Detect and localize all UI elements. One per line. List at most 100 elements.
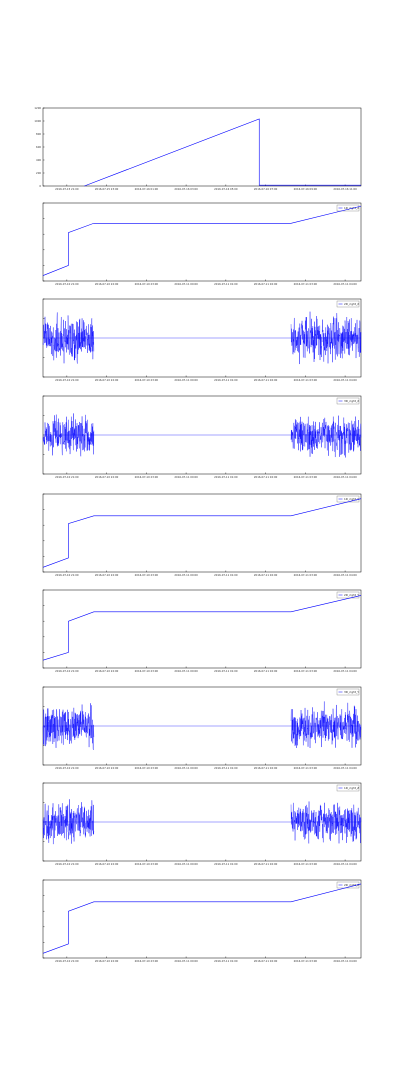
x-tick-label: 2016-07-16 03:00 — [174, 187, 198, 191]
y-tick-label: 1000 — [34, 119, 41, 123]
x-tick-label: 2016-07-11 03:00 — [294, 862, 318, 866]
legend: 1D_right_X — [336, 204, 360, 212]
legend: 1D_right_Z — [336, 784, 359, 792]
x-tick-label: 2016-07-16 11:00 — [333, 187, 357, 191]
x-tick-label: 2016-07-11 02:00 — [254, 959, 278, 963]
x-tick-label: 2016-07-10 22:00 — [95, 959, 119, 963]
x-tick-label: 2016-07-11 00:00 — [174, 959, 198, 963]
x-tick-label: 2016-07-15 21:00 — [55, 187, 79, 191]
legend-label: 3D_right_Y — [344, 690, 359, 694]
legend-label: 1D_right_Y — [344, 497, 359, 501]
series-line-1 — [42, 205, 362, 276]
x-tick-label: 2016-07-10 23:00 — [135, 282, 159, 286]
y-tick-label: 1200 — [34, 106, 41, 110]
x-tick-label: 2016-07-16 05:00 — [214, 187, 238, 191]
legend-box — [336, 397, 360, 405]
series-line-1 — [42, 701, 362, 750]
legend-label: 1D_right_X — [344, 206, 359, 210]
x-tick-label: 2016-07-10 21:00 — [55, 282, 79, 286]
chart-panel-2: 2016-07-10 21:00 2016-07-10 22:00 2016-07-… — [42, 202, 362, 286]
x-tick-label: 2016-07-10 23:00 — [135, 669, 159, 673]
legend: 2D_right_Y — [336, 591, 360, 599]
chart-panel-8: 2016-07-10 21:00 2016-07-10 22:00 2016-07-… — [42, 782, 362, 866]
x-tick-label: 2016-07-11 03:00 — [294, 475, 318, 479]
legend-label: 2D_right_Y — [344, 593, 359, 597]
x-tick-label: 2016-07-10 22:00 — [95, 475, 119, 479]
x-tick-label: 2016-07-11 02:00 — [254, 378, 278, 382]
legend-box — [336, 204, 360, 212]
x-tick-label: 2016-07-10 22:00 — [95, 669, 119, 673]
x-tick-label: 2016-07-11 01:00 — [214, 766, 238, 770]
x-tick-label: 2016-07-16 07:00 — [254, 187, 278, 191]
legend-box — [336, 591, 360, 599]
x-tick-label: 2016-07-11 00:00 — [174, 378, 198, 382]
y-tick-label: 200 — [36, 171, 41, 175]
x-tick-label: 2016-07-10 23:00 — [135, 959, 159, 963]
x-tick-label: 2016-07-10 21:00 — [55, 475, 79, 479]
x-tick-label: 2016-07-11 03:00 — [294, 573, 318, 577]
x-tick-label: 2016-07-10 23:00 — [135, 378, 159, 382]
x-tick-label: 2016-07-11 01:00 — [214, 282, 238, 286]
x-tick-label: 2016-07-10 22:00 — [95, 573, 119, 577]
series-line-1 — [42, 311, 362, 365]
x-tick-label: 2016-07-11 04:00 — [333, 573, 357, 577]
x-tick-label: 2016-07-10 22:00 — [95, 862, 119, 866]
x-tick-label: 2016-07-11 01:00 — [214, 573, 238, 577]
x-tick-label: 2016-07-11 03:00 — [294, 959, 318, 963]
x-tick-label: 2016-07-10 21:00 — [55, 573, 79, 577]
legend: 2D_right_Z — [336, 881, 360, 889]
chart-panel-6: 2016-07-10 21:00 2016-07-10 22:00 2016-07-… — [42, 589, 362, 673]
x-tick-label: 2016-07-16 01:00 — [135, 187, 159, 191]
legend-label: 2D_right_X — [344, 302, 359, 306]
x-tick-label: 2016-07-11 02:00 — [254, 862, 278, 866]
x-tick-label: 2016-07-11 04:00 — [333, 282, 357, 286]
x-tick-label: 2016-07-10 22:00 — [95, 378, 119, 382]
series-line-1 — [42, 799, 362, 845]
x-tick-label: 2016-07-11 03:00 — [294, 378, 318, 382]
x-tick-label: 2016-07-10 21:00 — [55, 669, 79, 673]
legend-box — [336, 881, 360, 889]
x-tick-label: 2016-07-11 01:00 — [214, 862, 238, 866]
x-tick-label: 2016-07-11 03:00 — [294, 669, 318, 673]
x-tick-label: 2016-07-10 23:00 — [135, 573, 159, 577]
chart-panel-9: 2016-07-10 21:00 2016-07-10 22:00 2016-07-… — [42, 879, 362, 963]
legend-box — [336, 300, 360, 308]
axes-frame — [42, 879, 362, 959]
x-tick-label: 2016-07-11 02:00 — [254, 573, 278, 577]
x-tick-label: 2016-07-16 09:00 — [294, 187, 318, 191]
series-line-1 — [42, 498, 362, 568]
x-tick-label: 2016-07-10 23:00 — [135, 475, 159, 479]
axes-frame — [42, 202, 362, 282]
x-tick-label: 2016-07-10 23:00 — [135, 862, 159, 866]
y-tick-label: 400 — [36, 158, 41, 162]
chart-panel-3: 2016-07-10 21:00 2016-07-10 22:00 2016-07-… — [42, 298, 362, 382]
series-line-1 — [84, 118, 361, 187]
x-tick-label: 2016-07-11 00:00 — [174, 282, 198, 286]
legend: 1D_right_Y — [336, 495, 359, 503]
series-line-1 — [42, 595, 362, 661]
x-tick-label: 2016-07-11 02:00 — [254, 282, 278, 286]
x-tick-label: 2016-07-11 02:00 — [254, 475, 278, 479]
x-tick-label: 2016-07-11 00:00 — [174, 475, 198, 479]
chart-panel-1: 0 200 400 600 800 1000 1200 2016-07-15 21:00 201… — [34, 106, 362, 191]
x-tick-label: 2016-07-11 01:00 — [214, 475, 238, 479]
x-tick-label: 2016-07-10 22:00 — [95, 766, 119, 770]
x-tick-label: 2016-07-11 03:00 — [294, 766, 318, 770]
x-tick-label: 2016-07-11 04:00 — [333, 378, 357, 382]
series-line-1 — [42, 413, 362, 458]
chart-panel-4: 2016-07-10 21:00 2016-07-10 22:00 2016-07-… — [42, 395, 362, 479]
x-tick-label: 2016-07-10 23:00 — [135, 766, 159, 770]
x-tick-label: 2016-07-11 00:00 — [174, 766, 198, 770]
x-tick-label: 2016-07-10 21:00 — [55, 378, 79, 382]
x-tick-label: 2016-07-11 01:00 — [214, 378, 238, 382]
x-tick-label: 2016-07-11 04:00 — [333, 766, 357, 770]
x-tick-label: 2016-07-11 00:00 — [174, 573, 198, 577]
y-tick-label: 800 — [36, 132, 41, 136]
x-tick-label: 2016-07-11 01:00 — [214, 669, 238, 673]
legend-label: 2D_right_Z — [344, 883, 359, 887]
x-tick-label: 2016-07-11 00:00 — [174, 669, 198, 673]
legend: 2D_right_X — [336, 300, 360, 308]
x-tick-label: 2016-07-10 22:00 — [95, 282, 119, 286]
